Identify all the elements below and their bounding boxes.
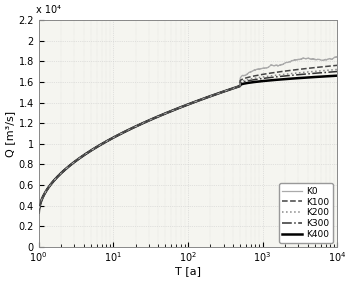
K200 xyxy=(52,179,56,182)
K400 xyxy=(272,78,276,82)
Y-axis label: Q [m³/s]: Q [m³/s] xyxy=(6,111,15,157)
K100 xyxy=(335,64,339,67)
K0 xyxy=(326,58,331,61)
Line: K400: K400 xyxy=(39,76,337,214)
K300 xyxy=(52,179,56,182)
K400 xyxy=(174,107,178,111)
K300 xyxy=(272,75,276,79)
K300 xyxy=(37,212,41,216)
K300 xyxy=(326,70,331,74)
K300 xyxy=(174,107,178,111)
K100 xyxy=(182,104,186,108)
K0 xyxy=(272,64,276,67)
K100 xyxy=(326,65,331,68)
Text: x 10⁴: x 10⁴ xyxy=(36,5,61,15)
K400 xyxy=(326,74,331,78)
K400 xyxy=(182,104,186,108)
K200 xyxy=(272,74,276,77)
K0 xyxy=(335,55,339,58)
K0 xyxy=(37,212,41,216)
K400 xyxy=(37,212,41,216)
K400 xyxy=(326,74,331,78)
K200 xyxy=(326,69,331,72)
K300 xyxy=(326,70,331,74)
K300 xyxy=(182,104,186,108)
K400 xyxy=(335,74,339,77)
K200 xyxy=(182,104,186,108)
Line: K200: K200 xyxy=(39,69,337,214)
K200 xyxy=(174,107,178,111)
K100 xyxy=(272,71,276,74)
K200 xyxy=(37,212,41,216)
K100 xyxy=(174,107,178,111)
K100 xyxy=(52,179,56,182)
K300 xyxy=(335,70,339,73)
K0 xyxy=(174,107,178,111)
K400 xyxy=(52,179,56,182)
K0 xyxy=(326,58,331,61)
K0 xyxy=(182,104,186,108)
Line: K100: K100 xyxy=(39,65,337,214)
Line: K0: K0 xyxy=(39,57,337,214)
K0 xyxy=(52,179,56,182)
X-axis label: T [a]: T [a] xyxy=(175,266,201,276)
K100 xyxy=(326,65,331,68)
K100 xyxy=(37,212,41,216)
K200 xyxy=(335,68,339,71)
K200 xyxy=(326,69,331,72)
Legend: K0, K100, K200, K300, K400: K0, K100, K200, K300, K400 xyxy=(279,183,333,243)
Line: K300: K300 xyxy=(39,72,337,214)
